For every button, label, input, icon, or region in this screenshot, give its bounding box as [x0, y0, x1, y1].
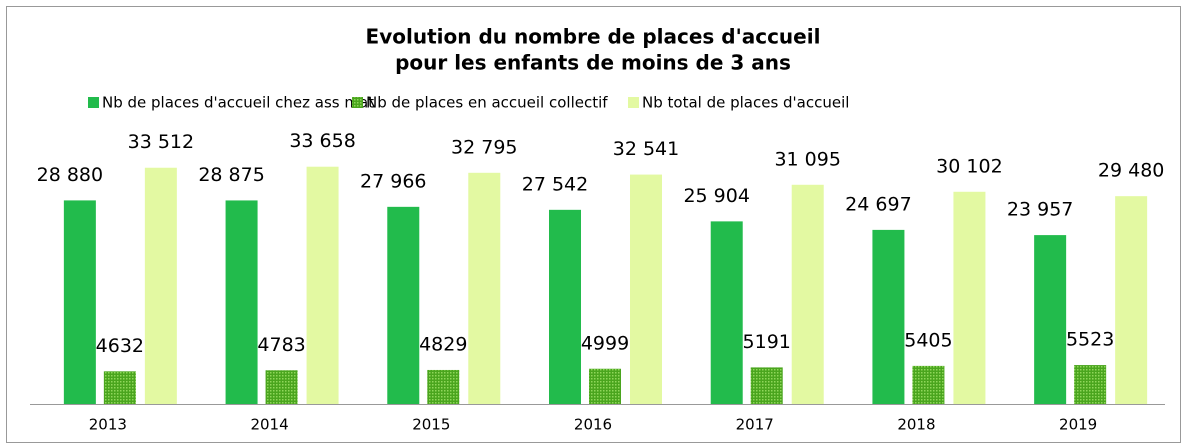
data-label: 29 480: [1098, 160, 1164, 182]
bar: [912, 365, 945, 404]
bar: [387, 206, 420, 404]
data-label: 5405: [904, 329, 952, 351]
chart-title: Evolution du nombre de places d'accueil: [366, 25, 821, 49]
legend-label: Nb de places en accueil collectif: [366, 94, 608, 112]
bar: [549, 209, 581, 404]
data-label: 28 875: [198, 164, 264, 186]
x-tick-label: 2015: [412, 416, 450, 434]
bar: [1074, 365, 1107, 404]
data-label: 30 102: [936, 155, 1002, 177]
bar: [710, 221, 743, 404]
bar: [589, 368, 621, 404]
bar: [872, 229, 905, 404]
data-label: 23 957: [1007, 199, 1073, 221]
legend-label: Nb total de places d'accueil: [642, 94, 849, 112]
data-label: 33 658: [289, 130, 355, 152]
data-label: 4999: [581, 332, 629, 354]
data-label: 4829: [419, 333, 467, 355]
data-label: 32 541: [613, 138, 679, 160]
chart-title: pour les enfants de moins de 3 ans: [395, 51, 791, 75]
data-label: 27 542: [522, 173, 588, 195]
bar: [103, 371, 136, 404]
legend-swatch: [88, 97, 99, 108]
data-label: 32 795: [451, 136, 517, 158]
bar: [630, 174, 662, 404]
bar: [225, 200, 258, 404]
bar: [427, 369, 460, 404]
data-label: 4783: [257, 334, 305, 356]
data-label: 4632: [96, 335, 144, 357]
data-label: 28 880: [37, 164, 103, 186]
bar: [468, 172, 501, 404]
x-tick-label: 2019: [1059, 416, 1097, 434]
bar: [791, 184, 824, 404]
legend-swatch: [628, 97, 639, 108]
bar: [953, 191, 986, 404]
x-tick-label: 2016: [574, 416, 612, 434]
bar: [144, 167, 177, 404]
x-tick-label: 2013: [89, 416, 127, 434]
data-label: 25 904: [683, 185, 749, 207]
data-label: 31 095: [774, 148, 840, 170]
legend-swatch: [352, 97, 363, 108]
x-tick-label: 2014: [250, 416, 288, 434]
bar: [63, 200, 96, 404]
data-label: 33 512: [128, 131, 194, 153]
bar: [265, 370, 298, 404]
data-label: 24 697: [845, 193, 911, 215]
bar: [306, 166, 339, 404]
data-label: 27 966: [360, 170, 426, 192]
data-label: 5523: [1066, 329, 1114, 351]
x-tick-label: 2017: [736, 416, 774, 434]
x-tick-label: 2018: [897, 416, 935, 434]
bar: [1115, 196, 1148, 404]
legend-label: Nb de places d'accueil chez ass mat: [102, 94, 374, 112]
bar: [1034, 235, 1067, 404]
bar: [750, 367, 783, 404]
data-label: 5191: [743, 331, 791, 353]
